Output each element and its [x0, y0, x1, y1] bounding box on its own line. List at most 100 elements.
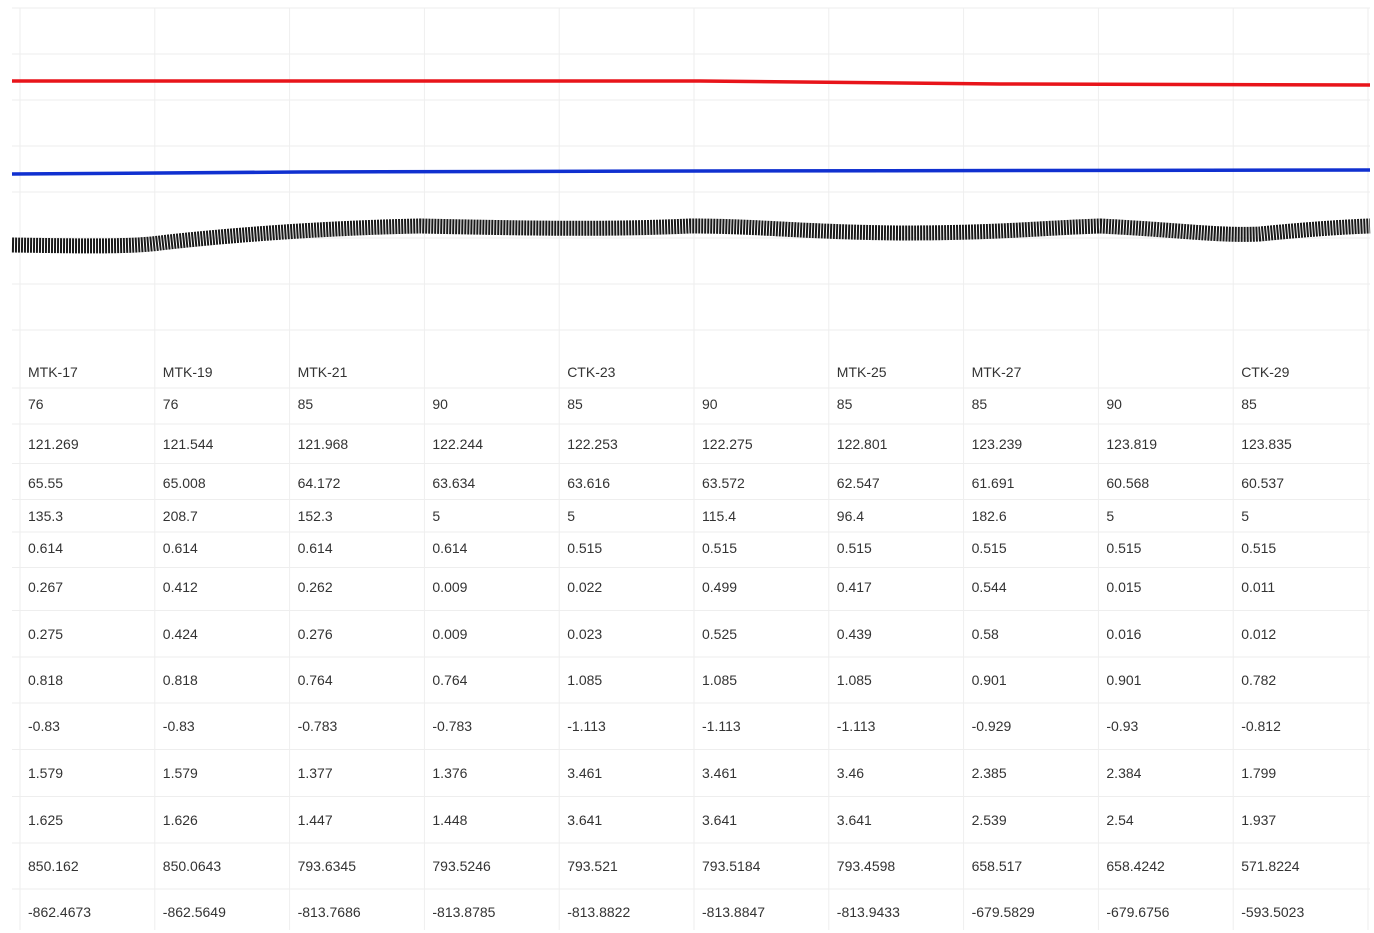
table-cell: 571.8224 — [1241, 858, 1300, 874]
table-cell: 85 — [836, 396, 853, 412]
table-cell: 0.009 — [432, 579, 468, 595]
red-line — [12, 79, 1371, 87]
table-cell: 65.008 — [162, 475, 206, 491]
table-cell: 1.579 — [28, 765, 64, 781]
table-cell: -0.83 — [28, 718, 60, 734]
table-cell: 1.376 — [432, 765, 468, 781]
table-cell: 62.547 — [836, 475, 880, 491]
table-cell: 3.641 — [836, 812, 872, 828]
table-cell: 0.499 — [702, 579, 738, 595]
table-cell: 182.6 — [971, 508, 1007, 524]
table-cell: 63.634 — [432, 475, 476, 491]
table-cell: 0.439 — [836, 626, 872, 642]
table-cell: -813.8785 — [432, 904, 496, 920]
table-cell: -1.113 — [702, 718, 741, 734]
table-cell: 0.267 — [28, 579, 64, 595]
table-cell: 85 — [971, 396, 988, 412]
table-cell: 0.58 — [971, 626, 999, 642]
table-cell: 0.614 — [432, 540, 468, 556]
table-cell: 0.515 — [836, 540, 872, 556]
table-cell: 0.276 — [297, 626, 333, 642]
table-cell: 123.835 — [1241, 436, 1292, 452]
table-cell: -679.6756 — [1106, 904, 1170, 920]
table-cell: 5 — [1106, 508, 1115, 524]
table-cell: 850.162 — [28, 858, 79, 874]
table-cell: 0.515 — [702, 540, 738, 556]
table-cell: 3.641 — [567, 812, 603, 828]
table-cell: 0.412 — [162, 579, 198, 595]
column-header: CTK-29 — [1241, 364, 1290, 380]
column-header: CTK-23 — [567, 364, 616, 380]
table-cell: 121.269 — [28, 436, 79, 452]
table-cell: 0.009 — [432, 626, 468, 642]
table-cell: 85 — [297, 396, 314, 412]
table-cell: 152.3 — [297, 508, 333, 524]
table-cell: 0.012 — [1241, 626, 1277, 642]
table-cell: 1.377 — [297, 765, 333, 781]
table-cell: -679.5829 — [971, 904, 1035, 920]
table-cell: -862.5649 — [162, 904, 226, 920]
black-band — [11, 218, 1371, 254]
table-cell: 1.085 — [567, 672, 603, 688]
table-cell: 5 — [432, 508, 441, 524]
table-cell: 3.46 — [836, 765, 865, 781]
table-cell: 122.253 — [567, 436, 618, 452]
table-cell: 1.448 — [432, 812, 468, 828]
table-cell: 0.515 — [567, 540, 603, 556]
table-cell: 90 — [1106, 396, 1122, 412]
column-header: MTK-21 — [297, 364, 348, 380]
table-cell: 76 — [28, 396, 44, 412]
table-cell: -593.5023 — [1241, 904, 1305, 920]
table-cell: 2.385 — [971, 765, 1007, 781]
table-cell: -0.929 — [971, 718, 1012, 734]
table-cell: 76 — [162, 396, 179, 412]
table-cell: 123.819 — [1106, 436, 1157, 452]
table-cell: 90 — [432, 396, 448, 412]
table-cell: 0.022 — [567, 579, 603, 595]
table-cell: 0.515 — [1106, 540, 1142, 556]
table-cell: 60.537 — [1241, 475, 1285, 491]
table-cell: 2.539 — [971, 812, 1007, 828]
table-cell: 793.5246 — [432, 858, 491, 874]
table-cell: 0.782 — [1241, 672, 1277, 688]
table-cell: -0.783 — [432, 718, 473, 734]
table-cell: 61.691 — [971, 475, 1015, 491]
table-cell: 1.085 — [836, 672, 872, 688]
blue-line — [11, 168, 1371, 176]
table-cell: 2.384 — [1106, 765, 1142, 781]
table-cell: 0.515 — [1241, 540, 1277, 556]
table-cell: -0.812 — [1241, 718, 1281, 734]
table-cell: 793.521 — [567, 858, 618, 874]
table-cell: 0.011 — [1241, 579, 1276, 595]
table-cell: 208.7 — [162, 508, 198, 524]
table-cell: 0.901 — [971, 672, 1007, 688]
table-cell: 5 — [567, 508, 575, 524]
table-cell: 1.085 — [702, 672, 738, 688]
table-cell: 5 — [1241, 508, 1249, 524]
table-cell: -813.8822 — [567, 904, 631, 920]
table-cell: 1.625 — [28, 812, 64, 828]
table-cell: 658.4242 — [1106, 858, 1165, 874]
table-cell: 85 — [567, 396, 583, 412]
table-cell: 793.6345 — [297, 858, 356, 874]
table-cell: 96.4 — [836, 508, 865, 524]
table-cell: 0.764 — [297, 672, 333, 688]
table-cell: 0.818 — [28, 672, 64, 688]
table-cell: 63.572 — [702, 475, 745, 491]
table-cell: 3.641 — [702, 812, 738, 828]
table-cell: 850.0643 — [162, 858, 222, 874]
table-cell: 0.023 — [567, 626, 603, 642]
table-cell: 2.54 — [1106, 812, 1134, 828]
table-cell: 0.015 — [1106, 579, 1142, 595]
table-cell: 121.968 — [297, 436, 349, 452]
table-cell: 0.614 — [297, 540, 333, 556]
table-cell: 1.799 — [1241, 765, 1277, 781]
table-cell: 0.818 — [162, 672, 198, 688]
table-cell: 122.801 — [836, 436, 888, 452]
column-header: MTK-17 — [28, 364, 78, 380]
table-cell: 64.172 — [297, 475, 341, 491]
table-cell: -813.9433 — [836, 904, 900, 920]
table-cell: 0.614 — [28, 540, 64, 556]
table-cell: -1.113 — [836, 718, 876, 734]
table-cell: 63.616 — [567, 475, 611, 491]
